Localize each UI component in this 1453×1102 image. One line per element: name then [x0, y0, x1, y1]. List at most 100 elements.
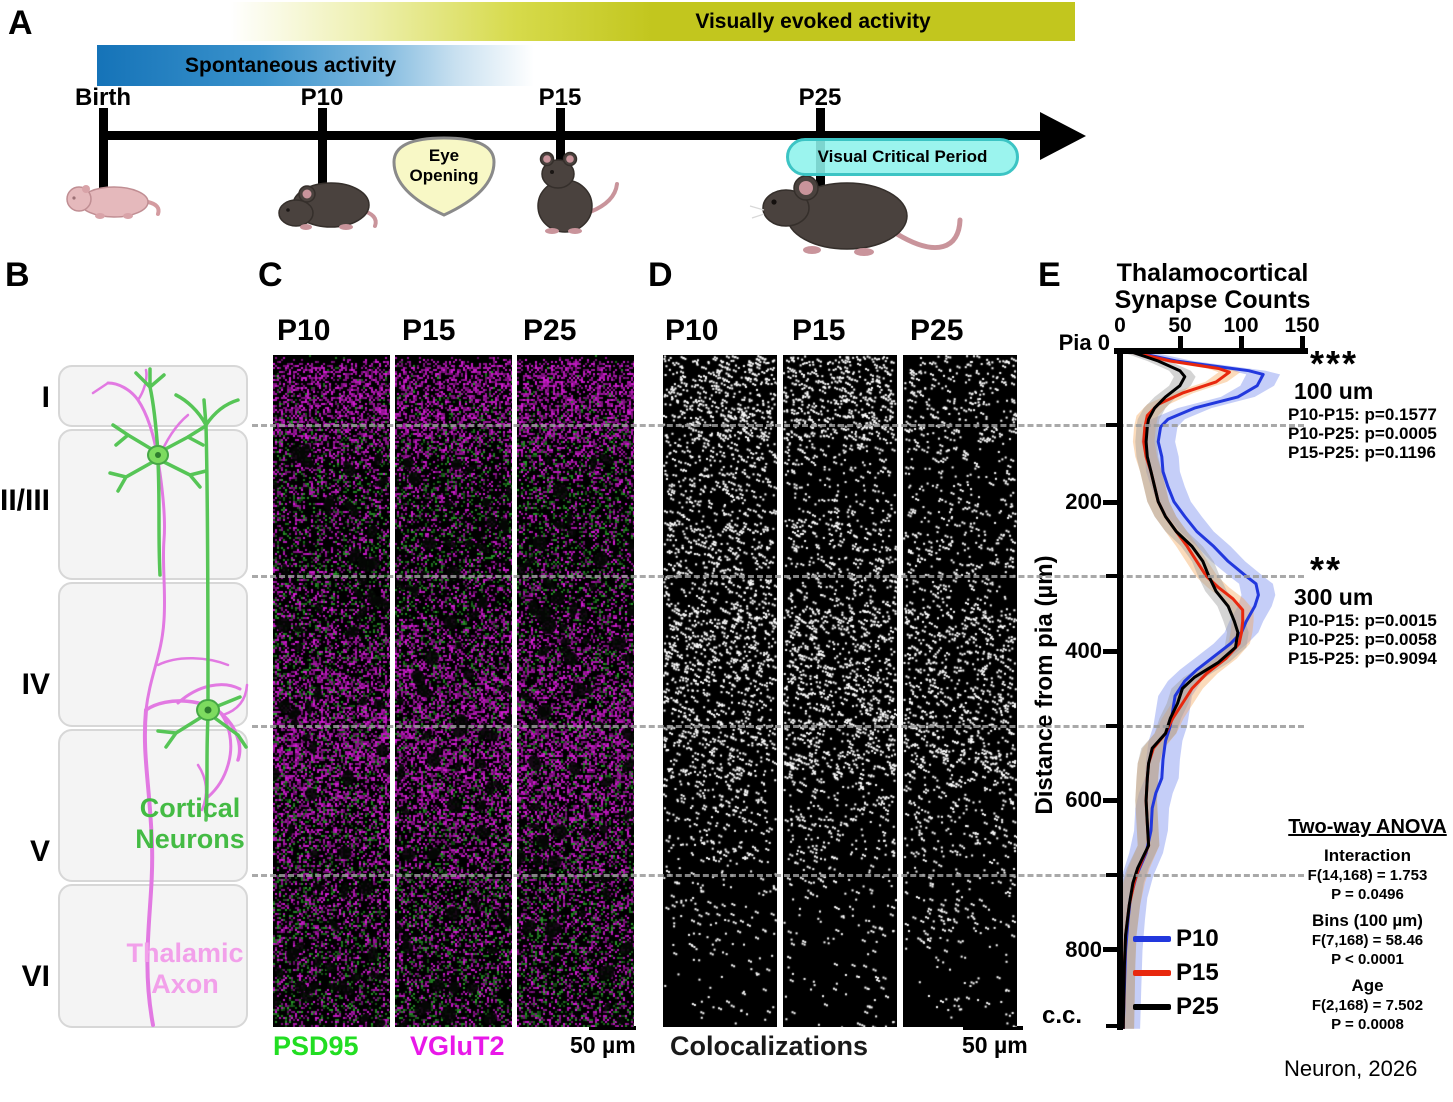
y-tick-300: [1106, 574, 1118, 578]
legend-swatch-p10: [1133, 936, 1171, 942]
x-axis-line: [1114, 348, 1308, 354]
x-tick-100: [1239, 336, 1244, 349]
panel-a-letter: A: [8, 4, 33, 42]
legend-item-p25: P25: [1133, 990, 1219, 1024]
spontaneous-activity-label: Spontaneous activity: [185, 54, 397, 77]
x-tick-150: [1300, 336, 1305, 349]
y-tick-600: [1103, 798, 1118, 803]
neuron-schematic: [91, 367, 249, 1027]
psd95-label: PSD95: [273, 1031, 359, 1061]
y-tick-800: [1103, 947, 1118, 952]
panel-c-letter: C: [258, 256, 283, 294]
cc-label: c.c.: [1042, 1002, 1083, 1029]
coloc-map-p25: [903, 355, 1017, 1027]
thalamic-axon-label: Thalamic Axon: [126, 938, 244, 999]
chart-legend: P10 P15 P25: [1133, 922, 1219, 1024]
panel-b-letter: B: [5, 256, 30, 294]
y-tick-200: [1103, 500, 1118, 505]
panel-d-letter: D: [648, 256, 673, 294]
y-tick-400: [1103, 649, 1118, 654]
legend-swatch-p15: [1133, 970, 1171, 976]
legend-swatch-p25: [1133, 1004, 1171, 1010]
boundary-line-300um: [252, 575, 1304, 578]
tick-p10: [318, 108, 327, 188]
coloc-map-p15: [783, 355, 897, 1027]
layer-label-i: I: [41, 381, 50, 414]
timeline-line: [100, 131, 1045, 140]
layer-label-v: V: [29, 835, 50, 868]
pia-label: Pia 0: [1058, 330, 1110, 355]
boundary-line-100um: [252, 424, 1304, 427]
layer-label-vi: VI: [21, 960, 50, 993]
panel-d-col-p15: P15: [792, 314, 846, 347]
evoked-activity-label: Visually evoked activity: [695, 10, 931, 33]
legend-item-p10: P10: [1133, 922, 1219, 956]
mouse-illustration-newborn: [66, 185, 161, 219]
tick-birth: [99, 108, 108, 188]
stats-100um-stars: ***: [1310, 343, 1359, 384]
anova-block: Two-way ANOVA Interaction F(14,168) = 1.…: [1282, 816, 1453, 1034]
stats-300um-stars: **: [1310, 549, 1343, 590]
timepoint-p25: P25: [798, 84, 842, 111]
y-tick-700: [1106, 873, 1118, 877]
eye-opening-label: Eye Opening: [409, 146, 479, 185]
micrograph-p10: [273, 355, 390, 1027]
y-tick-label-400: 400: [1065, 638, 1102, 663]
x-tick-label-50: 50: [1168, 314, 1192, 337]
panel-c-scale-label: 50 µm: [570, 1032, 636, 1058]
panel-c-col-p15: P15: [402, 314, 456, 347]
legend-item-p15: P15: [1133, 956, 1219, 990]
x-tick-label-0: 0: [1114, 314, 1126, 337]
coloc-map-p10: [663, 355, 777, 1027]
visual-critical-period-box: Visual Critical Period: [786, 138, 1019, 176]
y-tick-label-200: 200: [1065, 489, 1102, 514]
synapse-count-chart: [1121, 350, 1281, 1029]
y-axis-title: Distance from pia (µm): [1031, 555, 1058, 815]
stats-300um-title: 300 um: [1294, 584, 1374, 610]
journal-credit: Neuron, 2026: [1284, 1056, 1418, 1081]
panel-c-col-p10: P10: [277, 314, 331, 347]
y-tick-cc: [1106, 1024, 1118, 1028]
timepoint-p10: P10: [300, 84, 344, 111]
layer-box-vi: [58, 884, 248, 1028]
panel-c-scalebar: [589, 1026, 636, 1030]
stats-100um-block: *** 100 um P10-P15: p=0.1577 P10-P25: p=…: [1288, 343, 1453, 463]
evoked-activity-bar: Visually evoked activity: [230, 2, 1075, 41]
micrograph-p15: [395, 355, 512, 1027]
spontaneous-activity-bar: Spontaneous activity: [97, 45, 534, 86]
eye-opening-shape: [392, 136, 496, 217]
y-tick-500: [1106, 724, 1118, 728]
y-tick-100: [1106, 423, 1118, 427]
tick-p15: [556, 108, 565, 188]
mouse-illustration-p15: [537, 151, 619, 234]
panel-d-col-p25: P25: [910, 314, 964, 347]
stats-300um-block: ** 300 um P10-P15: p=0.0015 P10-P25: p=0…: [1288, 549, 1453, 669]
layer-label-ii-iii: II/III: [0, 484, 51, 517]
panel-e-letter: E: [1038, 256, 1061, 294]
x-tick-label-150: 150: [1284, 314, 1320, 337]
timeline-arrowhead-icon: [1040, 112, 1086, 160]
x-tick-label-100: 100: [1223, 314, 1259, 337]
timepoint-birth: Birth: [75, 84, 131, 111]
panel-c-col-p25: P25: [523, 314, 577, 347]
y-tick-label-600: 600: [1065, 787, 1102, 812]
y-tick-label-800: 800: [1065, 937, 1102, 962]
visual-critical-period-label: Visual Critical Period: [817, 147, 988, 166]
micrograph-p25: [517, 355, 634, 1027]
vglut2-label: VGluT2: [410, 1031, 505, 1061]
timepoint-p15: P15: [538, 84, 582, 111]
chart-title: Thalamocortical Synapse Counts: [1114, 259, 1311, 314]
boundary-line-700um: [252, 874, 1304, 877]
panel-d-scale-label: 50 µm: [962, 1032, 1028, 1058]
boundary-line-500um: [252, 725, 1304, 728]
layer-label-iv: IV: [21, 668, 50, 701]
colocalizations-label: Colocalizations: [670, 1031, 869, 1061]
cortical-neurons-label: Cortical Neurons: [135, 793, 245, 854]
panel-d-col-p10: P10: [665, 314, 719, 347]
mouse-illustration-p10: [278, 182, 378, 230]
stats-100um-title: 100 um: [1294, 378, 1374, 404]
anova-title: Two-way ANOVA: [1288, 816, 1447, 838]
panel-d-scalebar: [963, 1026, 1023, 1030]
y-axis-line: [1117, 348, 1123, 1030]
